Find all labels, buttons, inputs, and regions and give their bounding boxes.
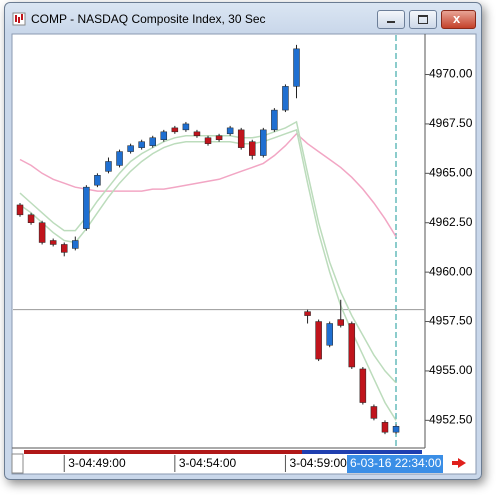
candle-body bbox=[304, 311, 311, 316]
close-button[interactable]: x bbox=[441, 10, 476, 29]
candle-body bbox=[127, 145, 134, 152]
candle-body bbox=[204, 137, 212, 144]
y-tick-label: 4960.00 bbox=[429, 264, 473, 278]
candle-body bbox=[215, 135, 223, 140]
candle-body bbox=[337, 319, 344, 326]
candle-body bbox=[282, 86, 289, 111]
candle-body bbox=[271, 109, 278, 131]
x-tick-label: 3-04:49:00 bbox=[68, 456, 126, 470]
y-tick-label: 4962.50 bbox=[429, 215, 473, 229]
scroll-button[interactable] bbox=[11, 453, 24, 474]
candle-body bbox=[370, 406, 378, 419]
candle-body bbox=[160, 131, 168, 140]
scroll-history[interactable] bbox=[24, 450, 302, 454]
cursor-label-bg bbox=[347, 455, 443, 473]
window-title: COMP - NASDAQ Composite Index, 30 Sec bbox=[31, 12, 266, 26]
chart-panel bbox=[11, 33, 477, 475]
candle-body bbox=[94, 175, 101, 186]
candle-body bbox=[293, 48, 300, 87]
candle-body bbox=[392, 426, 400, 433]
indicator-line bbox=[19, 132, 397, 237]
candle-body bbox=[182, 123, 190, 131]
candle-body bbox=[149, 137, 156, 146]
candle-body bbox=[226, 127, 234, 135]
candle-body bbox=[249, 141, 256, 156]
candle-body bbox=[138, 141, 145, 148]
candle-body bbox=[237, 129, 245, 148]
candle-body bbox=[348, 323, 356, 368]
candle-body bbox=[105, 161, 112, 172]
candle-body bbox=[315, 321, 322, 360]
candle-body bbox=[72, 240, 79, 249]
y-tick-label: 4965.00 bbox=[429, 165, 473, 179]
scroll-thumb[interactable] bbox=[302, 450, 422, 454]
candle-body bbox=[193, 131, 201, 137]
y-tick-label: 4955.00 bbox=[429, 363, 473, 377]
x-tick-label: 3-04:59:00 bbox=[289, 456, 347, 470]
candle-body bbox=[326, 323, 333, 346]
candle-body bbox=[83, 186, 90, 229]
candle-body bbox=[116, 151, 123, 166]
app-icon bbox=[12, 12, 26, 26]
scroll-right-arrow[interactable] bbox=[452, 458, 466, 468]
candle-body bbox=[27, 214, 35, 223]
candle-body bbox=[359, 368, 367, 403]
candle-body bbox=[16, 204, 24, 216]
y-tick-label: 4967.50 bbox=[429, 116, 473, 130]
y-tick-label: 4952.50 bbox=[429, 413, 473, 427]
x-tick-label: 3-04:54:00 bbox=[179, 456, 237, 470]
minimize-button[interactable] bbox=[377, 10, 405, 29]
candle-body bbox=[171, 127, 179, 133]
candle-body bbox=[381, 422, 389, 433]
cursor-label: 6-03-16 22:34:00 bbox=[350, 456, 442, 470]
candle-body bbox=[60, 244, 68, 253]
y-tick-label: 4957.50 bbox=[429, 314, 473, 328]
maximize-button[interactable] bbox=[409, 10, 437, 29]
candle-body bbox=[38, 222, 46, 243]
candle-body bbox=[49, 240, 57, 245]
y-tick-label: 4970.00 bbox=[429, 67, 473, 81]
candle-body bbox=[260, 129, 267, 156]
